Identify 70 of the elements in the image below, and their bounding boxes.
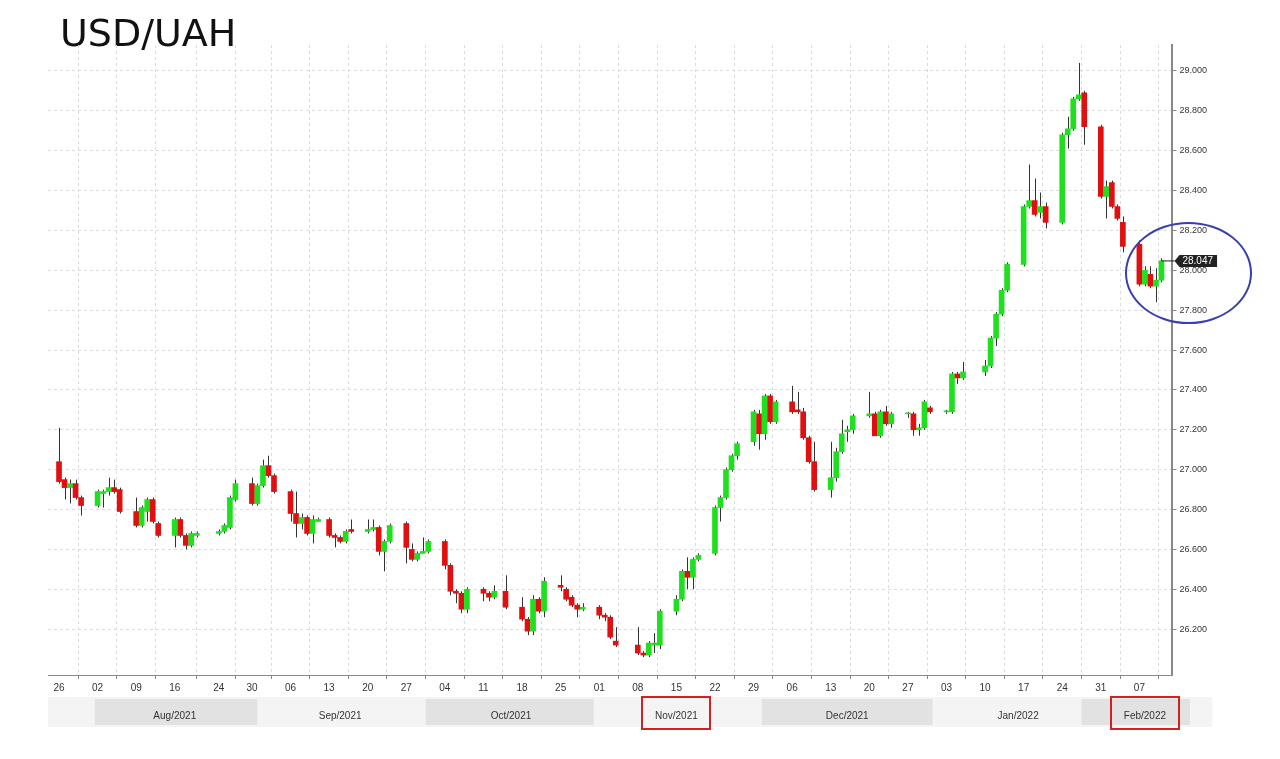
y-tick-label: 26.200 [1179,623,1207,634]
x-tick-label: 13 [825,681,837,693]
x-tick-label: 06 [284,681,297,693]
x-tick-label: 01 [593,681,606,693]
x-tick-label: 09 [130,681,143,693]
x2-tick-label: Sep/2021 [318,709,362,721]
x2-tick-label: Aug/2021 [153,709,197,721]
x-tick-label: 02 [92,681,104,693]
x-tick-label: 27 [400,681,413,693]
x2-tick-label: Feb/2022 [1123,709,1167,721]
candlestick [1142,265,1148,287]
x-tick-label: 17 [1018,681,1030,693]
x-tick-label: 20 [362,681,374,693]
y-tick-label: 29.000 [1179,65,1207,76]
x-tick-label: 25 [555,681,567,693]
y-tick-label: 28.400 [1179,185,1207,196]
x-tick-label: 29 [747,681,760,693]
x-tick-label: 11 [478,681,490,693]
x-tick-label: 24 [213,681,225,693]
x-tick-label: 13 [323,681,336,693]
x-tick-label: 07 [1133,681,1146,693]
x-tick-label: 27 [902,681,914,693]
candlestick [871,411,878,437]
candlestick [1147,265,1154,289]
candlestick [1031,178,1038,217]
x-tick-label: 20 [863,681,876,693]
x-tick-label: 26 [53,681,66,693]
x-tick-label: 16 [169,681,181,693]
candlestick [883,405,889,427]
x-tick-label: 06 [786,681,799,693]
y-tick-label: 28.800 [1179,105,1207,116]
x-tick-label: 30 [246,681,258,693]
x2-tick-label: Dec/2021 [825,709,870,721]
y-tick-label: 27.000 [1179,464,1207,475]
y-tick-label: 28.000 [1179,264,1207,275]
x-tick-label: 10 [979,681,992,693]
y-tick-label: 27.800 [1179,304,1207,315]
annotation: 28.047 [1182,255,1214,267]
x-tick-label: 22 [709,681,721,693]
candlestick [1042,202,1049,229]
x2-tick-label: Nov/2021 [654,709,699,721]
y-tick-label: 27.400 [1179,384,1207,395]
candlestick [684,556,691,590]
x-tick-label: 18 [516,681,529,693]
y-tick-label: 26.400 [1179,583,1207,594]
x-tick-label: 04 [439,681,451,693]
y-tick-label: 26.600 [1179,543,1207,554]
x-tick-label: 31 [1095,681,1107,693]
y-tick-label: 28.600 [1179,145,1207,156]
candlestick [67,479,73,505]
x-tick-label: 08 [632,681,644,693]
y-tick-label: 26.800 [1179,504,1207,515]
x2-tick-label: Jan/2022 [997,709,1040,721]
candlestick [1037,192,1044,219]
x-tick-label: 24 [1056,681,1069,693]
candlestick [502,574,509,610]
y-tick-label: 27.200 [1179,424,1207,435]
y-tick-label: 27.600 [1179,344,1207,355]
x-tick-label: 03 [940,681,953,693]
x-tick-label: 15 [670,681,683,693]
y-tick-label: 28.200 [1179,224,1207,235]
candlestick [612,626,619,648]
x2-tick-label: Oct/2021 [490,709,532,721]
candlestick [866,391,873,419]
candlestick [464,586,470,614]
candlestick [133,497,140,528]
candlestick [171,517,178,548]
candlestick [249,477,255,507]
candlestick [1103,180,1110,219]
chart-title: USD/UAH [60,11,237,55]
